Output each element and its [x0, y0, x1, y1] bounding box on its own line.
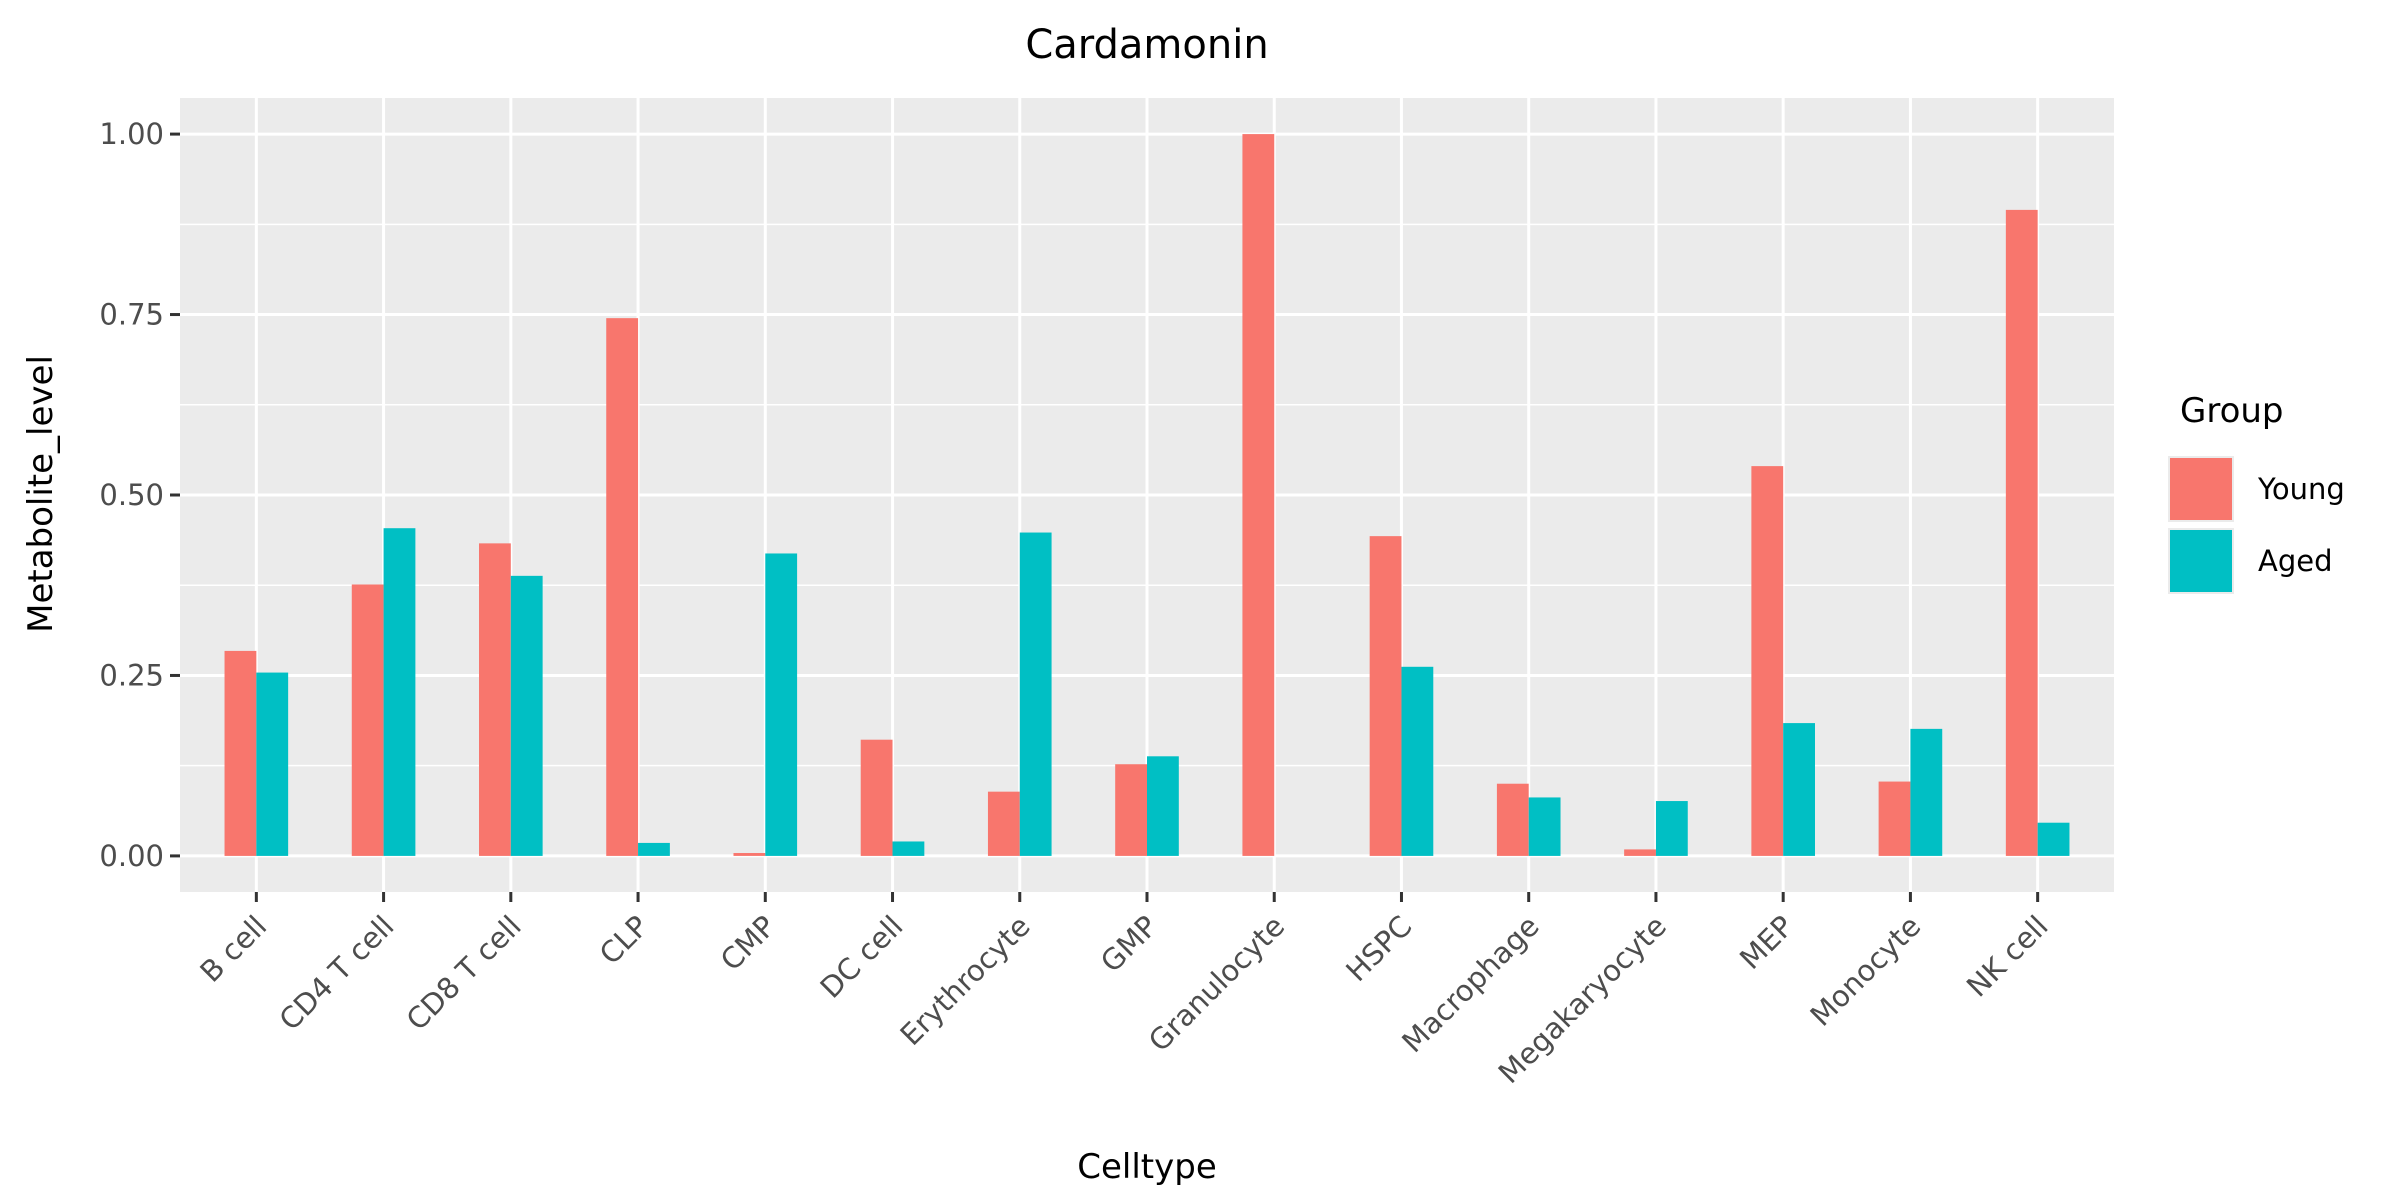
x-tick-label: B cell — [193, 909, 273, 989]
bar-aged-gmp — [1147, 756, 1179, 856]
legend-key-young — [2170, 458, 2232, 520]
bar-aged-cd8-t-cell — [510, 575, 543, 856]
y-tick-label: 0.00 — [99, 839, 164, 873]
y-tick-label: 1.00 — [99, 117, 164, 151]
x-tick-label: NK cell — [1960, 909, 2055, 1004]
bar-aged-erythrocyte — [1019, 532, 1052, 856]
plot-area: 0.00 0.25 0.50 0.75 1.00 B cell CD4 T cell CD8 … — [99, 98, 2114, 1090]
y-tick-label: 0.25 — [99, 658, 164, 692]
bar-young-megakaryocyte — [1624, 849, 1656, 856]
bar-young-b-cell — [224, 650, 257, 856]
bar-young-cd4-t-cell — [351, 584, 384, 856]
bar-aged-hspc — [1401, 666, 1434, 856]
bar-young-monocyte — [1878, 781, 1911, 856]
bar-young-dc-cell — [860, 739, 893, 856]
bar-young-erythrocyte — [987, 791, 1020, 856]
bar-aged-macrophage — [1528, 797, 1561, 856]
legend-key-aged — [2170, 530, 2232, 592]
bar-young-mep — [1751, 466, 1784, 856]
x-tick-label: Erythrocyte — [894, 909, 1037, 1052]
bar-young-clp — [606, 318, 639, 856]
legend-label-aged: Aged — [2258, 544, 2333, 578]
y-tick-label: 0.75 — [99, 298, 164, 332]
bar-young-cd8-t-cell — [479, 543, 511, 856]
bar-young-hspc — [1369, 536, 1402, 856]
x-axis-title: Celltype — [1077, 1147, 1217, 1187]
x-tick-label: Granulocyte — [1142, 909, 1291, 1058]
x-tick-label: GMP — [1094, 909, 1164, 979]
bar-young-macrophage — [1496, 783, 1529, 856]
bar-young-gmp — [1115, 764, 1147, 856]
x-tick-label: CD8 T cell — [400, 909, 528, 1037]
bar-aged-mep — [1783, 723, 1815, 856]
x-tick-label: MEP — [1733, 909, 1800, 976]
y-axis-title: Metabolite_level — [21, 355, 61, 633]
bar-aged-dc-cell — [892, 841, 925, 856]
bar-aged-monocyte — [1910, 728, 1943, 856]
bar-aged-megakaryocyte — [1655, 801, 1688, 856]
x-tick-label: CLP — [593, 909, 655, 971]
legend-label-young: Young — [2257, 472, 2345, 506]
bar-aged-clp — [638, 842, 670, 856]
x-tick-label: CMP — [714, 909, 782, 977]
bar-aged-cd4-t-cell — [383, 528, 416, 856]
bar-young-granulocyte — [1242, 134, 1275, 856]
y-tick-label: 0.50 — [99, 478, 164, 512]
legend-title: Group — [2180, 391, 2284, 431]
bar-aged-cmp — [765, 553, 798, 856]
bar-aged-nk-cell — [2037, 822, 2070, 856]
legend: Group Young Aged — [2168, 391, 2345, 594]
chart-title: Cardamonin — [1025, 22, 1268, 68]
x-tick-label: CD4 T cell — [272, 909, 400, 1037]
x-tick-label: DC cell — [814, 909, 910, 1005]
bar-young-nk-cell — [2005, 209, 2038, 856]
bar-young-cmp — [733, 853, 766, 856]
x-tick-label: Monocyte — [1803, 909, 1927, 1033]
x-tick-label: HSPC — [1339, 909, 1418, 988]
bar-aged-b-cell — [256, 672, 289, 856]
